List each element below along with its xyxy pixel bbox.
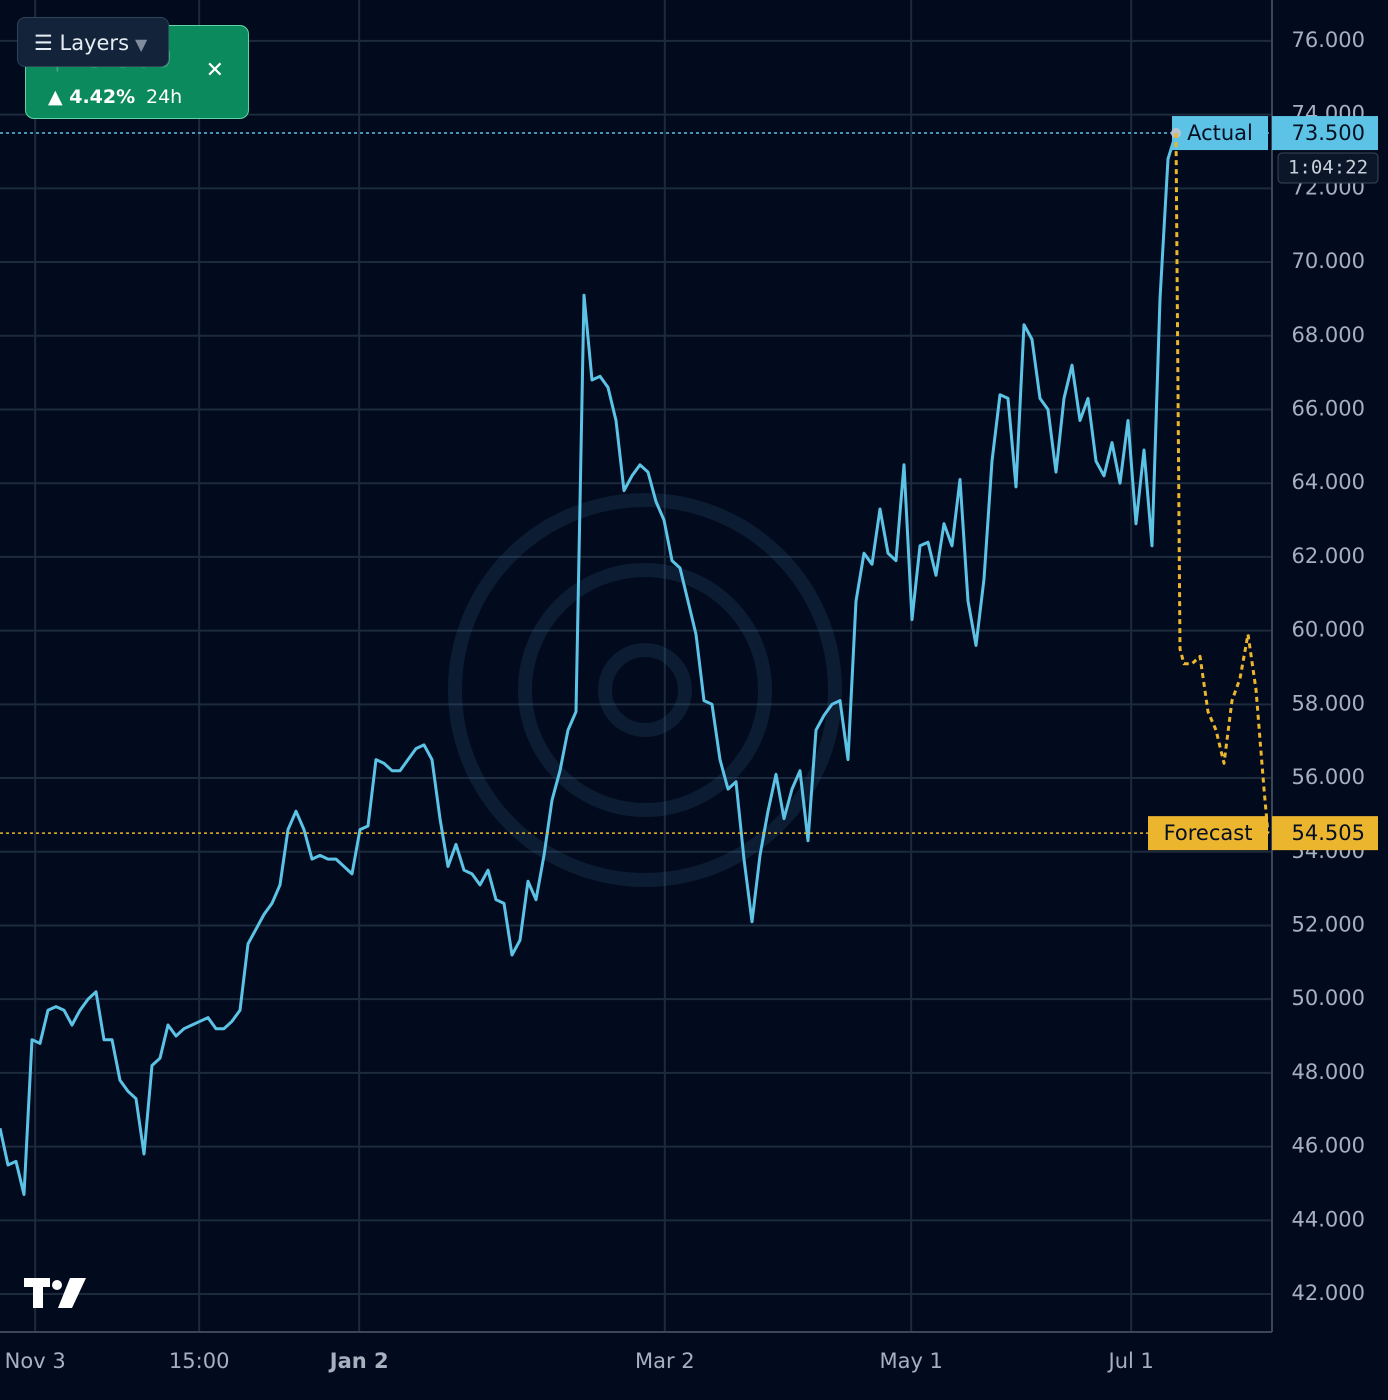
x-tick-label: Nov 3	[5, 1349, 66, 1373]
change: ▲ 4.42%	[48, 86, 135, 108]
y-tick-label: 70.000	[1292, 249, 1365, 273]
countdown-box	[1277, 152, 1379, 184]
last-point	[1171, 128, 1181, 139]
caret: ▼	[135, 35, 148, 54]
series-line	[1174, 133, 1270, 834]
close-button[interactable]: ✕	[205, 58, 224, 83]
series-name: Forecast	[1164, 821, 1253, 845]
layers-label: Layers	[59, 31, 130, 55]
value-pill	[1272, 116, 1378, 151]
y-tick-label: 56.000	[1292, 765, 1365, 789]
y-tick-label: 44.000	[1292, 1207, 1365, 1231]
y-tick-label: 52.000	[1292, 912, 1365, 936]
series-line	[0, 132, 1178, 1196]
y-tick-label: 64.000	[1292, 470, 1365, 494]
tv-logo	[24, 1278, 86, 1308]
x-tick-label: May 1	[879, 1349, 942, 1373]
value-label: 54.505	[1292, 821, 1365, 845]
series-name: Actual	[1187, 121, 1253, 145]
period: 24h	[146, 86, 183, 108]
series-name-pill	[1172, 116, 1268, 151]
up-arrow: ▲	[48, 86, 70, 108]
y-tick-label: 66.000	[1292, 396, 1365, 420]
y-tick-label: 46.000	[1292, 1134, 1365, 1158]
y-tick-label: 62.000	[1292, 544, 1365, 568]
x-tick-label: Jul 1	[1107, 1349, 1154, 1373]
y-tick-label: 50.000	[1292, 986, 1365, 1010]
countdown: 1:04:22	[1288, 157, 1368, 179]
value-pill	[1272, 816, 1378, 851]
y-tick-label: 76.000	[1292, 28, 1365, 52]
y-tick-label: 42.000	[1292, 1281, 1365, 1305]
x-tick-label: 15:00	[169, 1349, 230, 1373]
layers-button[interactable]: ☰ Layers ▼	[17, 17, 169, 67]
y-tick-label: 58.000	[1292, 691, 1365, 715]
grid	[0, 0, 1272, 1332]
series-name-pill	[1148, 816, 1268, 851]
watermark	[448, 493, 842, 887]
value-label: 73.500	[1292, 121, 1365, 145]
x-tick-label: Jan 2	[328, 1349, 389, 1373]
change-value: 4.42%	[69, 86, 136, 108]
y-tick-label: 48.000	[1292, 1060, 1365, 1084]
x-tick-label: Mar 2	[635, 1349, 695, 1373]
y-tick-label: 60.000	[1292, 618, 1365, 642]
y-tick-label: 68.000	[1292, 323, 1365, 347]
